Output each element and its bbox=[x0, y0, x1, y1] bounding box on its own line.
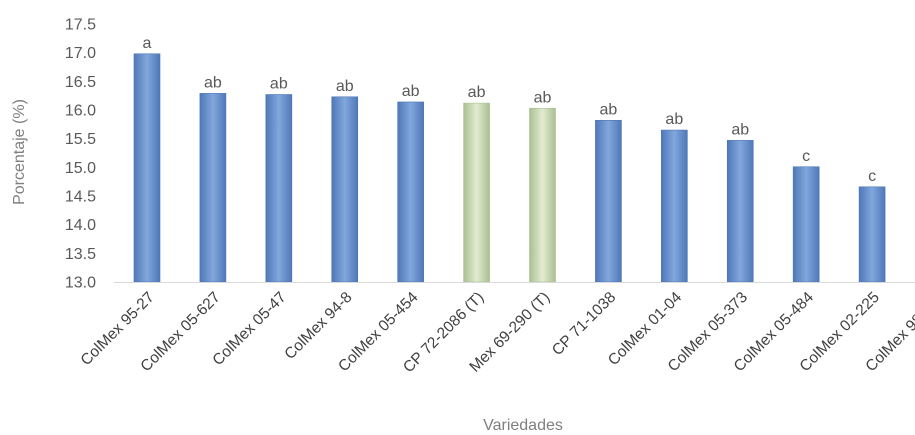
data-label: ab bbox=[534, 89, 552, 106]
y-tick-label: 16.5 bbox=[65, 74, 96, 91]
data-label: ab bbox=[270, 76, 288, 93]
y-tick-label: 14.5 bbox=[65, 189, 96, 206]
y-tick-label: 15.5 bbox=[65, 131, 96, 148]
y-tick-label: 16.0 bbox=[65, 103, 96, 120]
data-label: a bbox=[143, 35, 152, 52]
data-label: c bbox=[802, 148, 810, 165]
x-axis-title: Variedades bbox=[483, 417, 563, 434]
category-label: CP 71-1038 bbox=[549, 289, 619, 359]
data-label: ab bbox=[468, 84, 486, 101]
bar bbox=[726, 140, 754, 283]
y-axis-title: Porcentaje (%) bbox=[11, 99, 28, 205]
data-labels: aabababababababababccc bbox=[143, 35, 877, 185]
data-label: ab bbox=[204, 74, 222, 91]
y-tick-label: 17.0 bbox=[65, 45, 96, 62]
bar bbox=[397, 101, 424, 283]
y-axis-ticks: 13.0 13.5 14.0 14.5 15.0 15.5 16.0 16.5 17.0 17.5 bbox=[65, 17, 96, 292]
bar bbox=[463, 102, 490, 283]
bar bbox=[595, 120, 622, 283]
bar bbox=[331, 96, 359, 283]
data-label: c bbox=[868, 168, 876, 185]
bar bbox=[199, 93, 227, 283]
data-label: ab bbox=[665, 111, 683, 128]
bars bbox=[133, 53, 886, 283]
bar bbox=[133, 53, 161, 283]
y-tick-label: 13.5 bbox=[65, 246, 96, 263]
y-tick-label: 15.0 bbox=[65, 160, 96, 177]
bar bbox=[265, 94, 293, 283]
bar bbox=[661, 129, 688, 283]
data-label: ab bbox=[336, 78, 354, 95]
bar bbox=[529, 107, 556, 283]
category-label: ColMex 94-8 bbox=[281, 289, 355, 363]
y-tick-label: 13.0 bbox=[65, 275, 96, 292]
bar bbox=[858, 186, 886, 283]
bar bbox=[792, 166, 820, 283]
y-tick-label: 17.5 bbox=[65, 17, 96, 34]
data-label: ab bbox=[600, 101, 618, 118]
y-tick-label: 14.0 bbox=[65, 217, 96, 234]
data-label: ab bbox=[402, 83, 420, 100]
data-label: ab bbox=[731, 121, 749, 138]
